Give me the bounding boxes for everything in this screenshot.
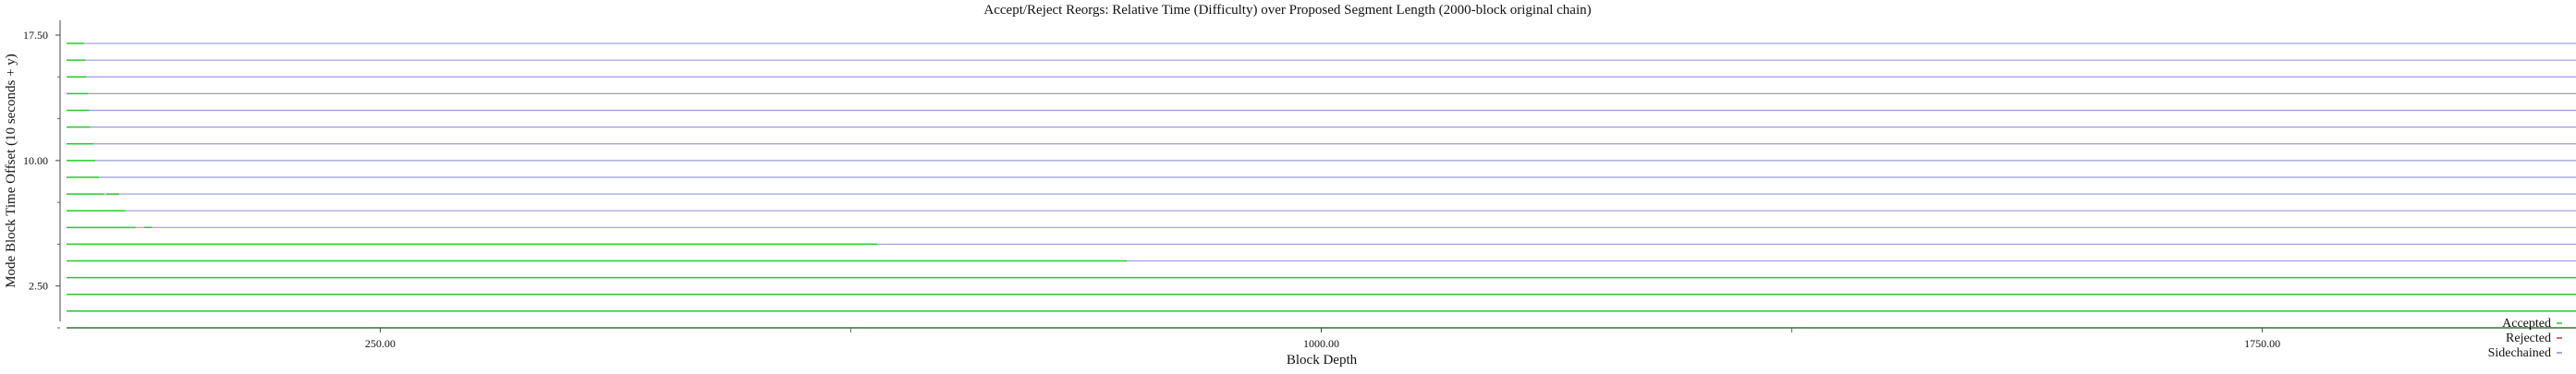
y-axis-title: Mode Block Time Offset (10 seconds + y)	[4, 54, 18, 288]
chart-title: Accept/Reject Reorgs: Relative Time (Dif…	[983, 3, 1591, 18]
legend-label-2: Sidechained	[2488, 346, 2551, 360]
plot-area	[67, 42, 2576, 329]
y-axis-ticks: 2.50 10.00 17.50	[23, 29, 60, 329]
x-tick-label: 250.00	[365, 337, 396, 350]
legend-label-0: Accepted	[2502, 317, 2551, 331]
x-tick-label: 1750.00	[2244, 337, 2280, 350]
x-axis-title: Block Depth	[1287, 353, 1358, 368]
x-axis-ticks: 250.00 1000.00 1750.00	[365, 328, 2280, 350]
legend-label-1: Rejected	[2506, 332, 2551, 345]
y-tick-label: 10.00	[23, 154, 48, 167]
y-tick-label: 17.50	[23, 29, 48, 42]
x-tick-label: 1000.00	[1303, 337, 1339, 350]
y-tick-label: 2.50	[29, 280, 48, 293]
